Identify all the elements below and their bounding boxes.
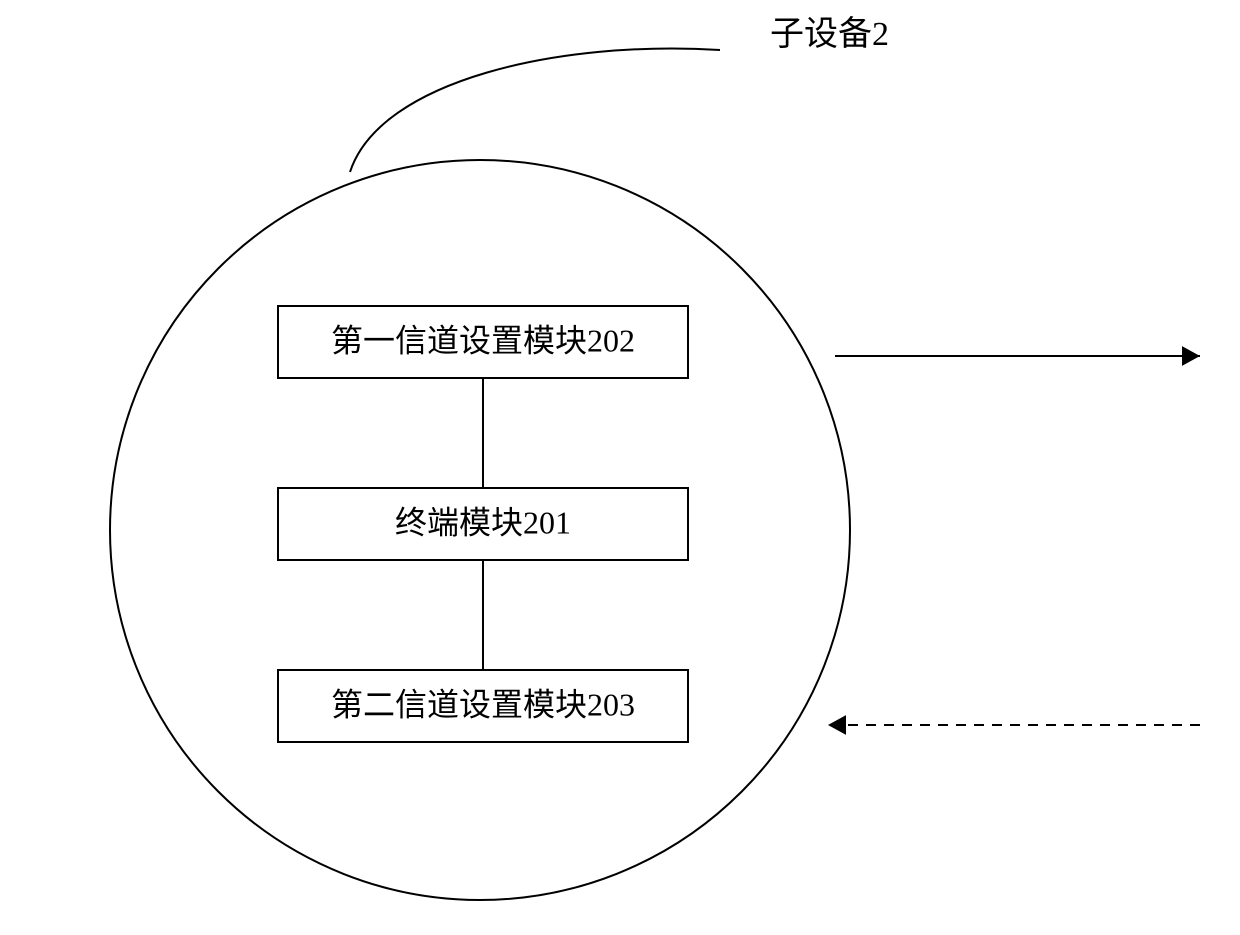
device-title-label: 子设备2 xyxy=(770,15,889,53)
arrow-in-head xyxy=(828,715,846,735)
title-leader-curve xyxy=(350,49,720,172)
diagram-canvas: 子设备2 第一信道设置模块202 终端模块201 第二信道设置模块203 xyxy=(0,0,1240,935)
module-box-label: 第二信道设置模块203 xyxy=(331,686,635,722)
module-boxes: 第一信道设置模块202 终端模块201 第二信道设置模块203 xyxy=(278,306,688,742)
module-box-label: 第一信道设置模块202 xyxy=(331,322,635,358)
external-arrows xyxy=(828,346,1200,735)
arrow-out-head xyxy=(1182,346,1200,366)
module-box-label: 终端模块201 xyxy=(395,504,571,540)
